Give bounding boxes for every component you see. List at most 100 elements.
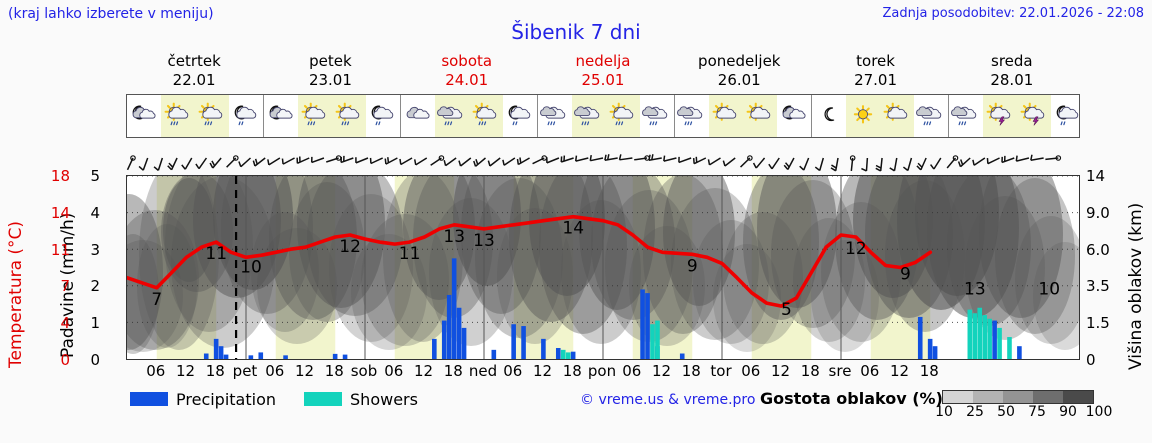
density-tick-4: 90 <box>1059 404 1077 420</box>
time-tick-9: 12 <box>413 362 434 380</box>
weather-icon-cloud-rain <box>674 95 709 137</box>
weather-icon-cloud-rain <box>948 95 983 137</box>
copyright-link[interactable]: © vreme.us & vreme.pro <box>580 392 756 408</box>
day-header-row: četrtek 22.01 petek 23.01 sobota 24.01 nedelja… <box>126 52 1080 92</box>
day-header-4: ponedeljek 26.01 <box>671 52 807 92</box>
wind-barb-band <box>126 139 1080 175</box>
time-tick-10: 18 <box>443 362 463 380</box>
weather-icon-band <box>126 94 1080 138</box>
day-header-1: petek 23.01 <box>262 52 398 92</box>
density-tick-0: 10 <box>935 404 953 420</box>
day-name: torek <box>856 52 895 70</box>
weather-icon-night-cloudy <box>777 95 811 137</box>
svg-text:13: 13 <box>443 227 465 247</box>
time-tick-6: 18 <box>324 362 344 380</box>
tempticks-2: 11 <box>50 240 70 259</box>
weather-icon-night-cloudy <box>263 95 298 137</box>
page-title: Šibenik 7 dni <box>511 20 641 44</box>
svg-text:10: 10 <box>1038 280 1060 300</box>
time-tick-5: 12 <box>294 362 315 380</box>
day-header-2: sobota 24.01 <box>399 52 535 92</box>
density-step-3 <box>1033 391 1063 403</box>
day-date: 22.01 <box>172 71 216 89</box>
heiticks-4: 1.5 <box>1086 314 1110 333</box>
time-tick-25: 12 <box>889 362 910 380</box>
precipitation-axis-ticks: 5 4 3 2 1 0 <box>82 0 102 443</box>
density-step-4 <box>1063 391 1093 403</box>
weather-icon-night-cloud-rain <box>366 95 400 137</box>
tempticks-0: 18 <box>50 167 70 185</box>
density-step-0 <box>943 391 973 403</box>
day-name: četrtek <box>167 52 221 70</box>
last-update-label: Zadnja posodobitev: 22.01.2026 - 22:08 <box>882 6 1144 21</box>
heiticks-3: 3.5 <box>1086 277 1110 296</box>
cloud-height-axis-ticks: 14 9.0 6.0 3.5 1.5 0 <box>1086 0 1130 443</box>
time-tick-3: pet <box>232 362 258 380</box>
day-header-3: nedelja 25.01 <box>535 52 671 92</box>
svg-text:9: 9 <box>900 264 911 284</box>
time-tick-13: 12 <box>532 362 553 380</box>
svg-text:10: 10 <box>240 257 262 277</box>
time-tick-18: 18 <box>681 362 701 380</box>
svg-text:7: 7 <box>151 290 162 310</box>
time-tick-1: 12 <box>175 362 196 380</box>
day-header-5: torek 27.01 <box>807 52 943 92</box>
series-legend: Precipitation Showers <box>130 388 418 410</box>
padticks-1: 4 <box>90 203 100 222</box>
weather-icon-night-cloud-rain <box>229 95 263 137</box>
time-tick-20: 06 <box>741 362 761 380</box>
density-tick-1: 25 <box>966 404 984 420</box>
time-tick-15: pon <box>587 362 617 380</box>
time-tick-21: 12 <box>770 362 791 380</box>
weather-icon-sun-thunder <box>1017 95 1051 137</box>
time-tick-19: tor <box>710 362 732 380</box>
svg-text:12: 12 <box>845 239 867 259</box>
time-tick-26: 18 <box>919 362 939 380</box>
temperature-axis-ticks: 18 14 11 7 4 0 <box>30 0 70 443</box>
day-date: 24.01 <box>445 71 489 89</box>
time-tick-8: 06 <box>384 362 404 380</box>
heiticks-5: 0 <box>1086 351 1096 369</box>
svg-text:13: 13 <box>964 280 986 300</box>
svg-text:12: 12 <box>339 237 361 257</box>
showers-swatch <box>304 392 343 406</box>
day-date: 26.01 <box>717 71 761 89</box>
time-axis: 06 12 18 pet 06 12 18 sob 06 12 18 ned 06 12 18 pon 06 12… <box>126 362 1080 382</box>
time-tick-4: 06 <box>265 362 285 380</box>
tempticks-1: 14 <box>50 203 70 222</box>
density-tick-3: 75 <box>1028 404 1046 420</box>
weather-icon-sun-cloud <box>709 95 743 137</box>
weather-icon-sun-clear <box>846 95 880 137</box>
time-tick-24: 06 <box>860 362 880 380</box>
weather-icon-sun-cloud-rain <box>298 95 332 137</box>
time-tick-11: ned <box>468 362 498 380</box>
day-date: 28.01 <box>990 71 1034 89</box>
density-tick-2: 50 <box>997 404 1015 420</box>
precipitation-legend-label: Precipitation <box>176 389 277 409</box>
weather-icon-cloud-rain <box>435 95 469 137</box>
density-step-2 <box>1003 391 1033 403</box>
svg-text:5: 5 <box>781 300 792 320</box>
heiticks-2: 6.0 <box>1086 240 1110 259</box>
cloud-density-title: Gostota oblakov (%) <box>760 389 943 408</box>
legend-item-precipitation: Precipitation <box>130 390 276 409</box>
location-menu-note: (kraj lahko izberete v meniju) <box>8 6 214 22</box>
svg-text:11: 11 <box>205 244 227 264</box>
heiticks-1: 9.0 <box>1086 203 1110 222</box>
showers-legend-label: Showers <box>350 389 418 409</box>
svg-text:9: 9 <box>687 256 698 276</box>
day-name: sobota <box>441 52 493 70</box>
legend-item-showers: Showers <box>304 390 418 409</box>
day-header-0: četrtek 22.01 <box>126 52 262 92</box>
padticks-2: 3 <box>90 240 100 259</box>
padticks-3: 2 <box>90 277 100 296</box>
weather-icon-sun-cloud-rain <box>161 95 195 137</box>
tempticks-4: 4 <box>60 314 70 333</box>
tempticks-3: 7 <box>60 277 70 296</box>
time-tick-7: sob <box>350 362 378 380</box>
day-date: 25.01 <box>581 71 625 89</box>
weather-icon-night-cloudy <box>127 95 161 137</box>
time-tick-22: 18 <box>800 362 820 380</box>
density-tick-5: 100 <box>1085 404 1113 420</box>
weather-icon-cloud-rain <box>537 95 572 137</box>
